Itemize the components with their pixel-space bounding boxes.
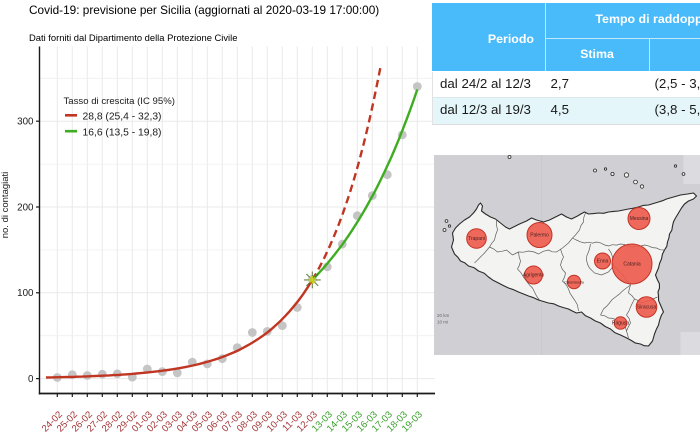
svg-text:16,6 (13,5 - 19,8): 16,6 (13,5 - 19,8) [83,127,162,138]
svg-text:Agrigento: Agrigento [522,273,544,279]
svg-text:Messina: Messina [629,216,648,222]
svg-text:28,8 (25,4 - 32,3): 28,8 (25,4 - 32,3) [83,112,162,123]
svg-text:Siracusa: Siracusa [636,305,656,311]
svg-text:10 mi: 10 mi [437,320,448,325]
svg-text:Trapani: Trapani [468,236,485,242]
svg-text:Tasso di crescita (IC 95%): Tasso di crescita (IC 95%) [64,96,175,107]
svg-text:100: 100 [17,288,34,299]
svg-text:Caltanissetta: Caltanissetta [564,281,584,285]
svg-text:Enna: Enna [596,259,608,265]
svg-text:no. di contagiati: no. di contagiati [0,172,11,239]
svg-text:Palermo: Palermo [530,233,549,239]
svg-text:200: 200 [17,202,34,213]
svg-text:Ragusa: Ragusa [611,321,628,327]
svg-text:20 km: 20 km [437,313,450,318]
svg-text:0: 0 [28,374,34,385]
svg-text:300: 300 [17,117,34,128]
svg-text:Catania: Catania [623,262,640,268]
